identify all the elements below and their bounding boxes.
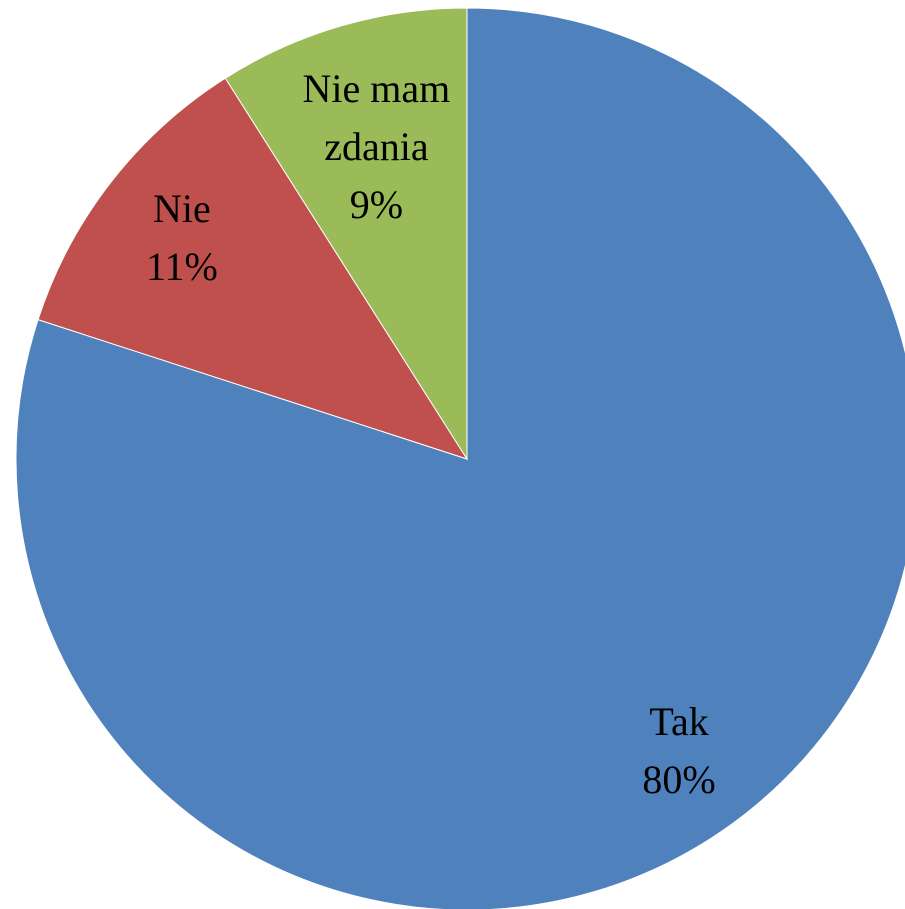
slice-category: Tak xyxy=(649,698,709,744)
pie-slice xyxy=(37,77,469,460)
slice-category: Nie mam zdania xyxy=(302,66,451,170)
slice-value: 9% xyxy=(349,182,404,228)
pie-slice xyxy=(15,7,905,909)
slice-value: 11% xyxy=(145,243,218,289)
data-label: Tak 80% xyxy=(579,693,779,809)
data-label: Nie 11% xyxy=(82,180,282,296)
pie-slice xyxy=(224,7,468,461)
slice-value: 80% xyxy=(642,756,716,802)
data-label: Nie mam zdania 9% xyxy=(276,60,476,234)
slice-category: Nie xyxy=(153,185,211,231)
